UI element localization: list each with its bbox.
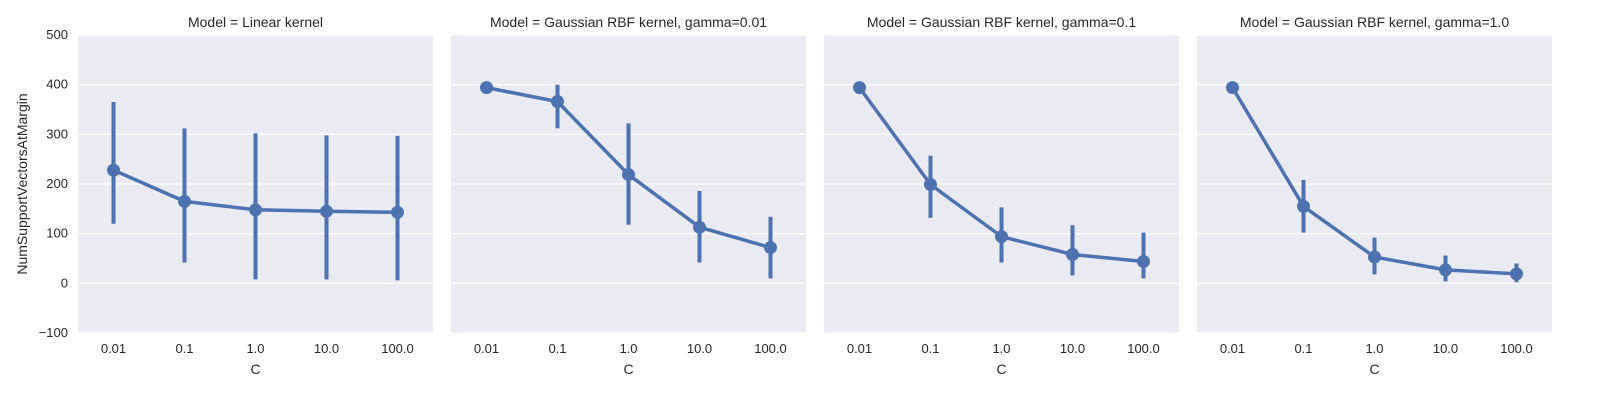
data-point <box>764 241 777 255</box>
x-axis-title: C <box>250 361 260 377</box>
x-tick-label: 100.0 <box>381 341 414 356</box>
x-tick-label: 0.01 <box>847 341 872 356</box>
x-tick-label: 0.01 <box>474 341 499 356</box>
x-tick-label: 100.0 <box>1127 341 1160 356</box>
data-point <box>924 177 937 191</box>
data-point <box>693 220 706 234</box>
data-point <box>1297 199 1310 213</box>
x-tick-label: 10.0 <box>314 341 339 356</box>
x-tick-label: 0.1 <box>921 341 939 356</box>
facet-panel-4: 0.01 0.1 1.0 10.0 100.0 C Model = Gaussian RBF… <box>1197 14 1552 377</box>
x-tick-label: 1.0 <box>1365 341 1383 356</box>
y-tick-label: 0 <box>61 275 68 290</box>
x-tick-label: 100.0 <box>754 341 787 356</box>
data-point <box>1066 248 1079 262</box>
data-point <box>249 203 262 217</box>
data-point <box>1137 254 1150 268</box>
x-tick-label: 10.0 <box>687 341 712 356</box>
x-tick-label: 100.0 <box>1500 341 1533 356</box>
x-tick-label: 0.01 <box>101 341 126 356</box>
y-tick-label: 200 <box>46 176 68 191</box>
x-axis-title: C <box>1369 361 1379 377</box>
x-tick-label: 1.0 <box>992 341 1010 356</box>
x-tick-label: 1.0 <box>246 341 264 356</box>
panel-title: Model = Gaussian RBF kernel, gamma=0.1 <box>867 14 1136 30</box>
data-point <box>622 168 635 182</box>
facet-panel-3: 0.01 0.1 1.0 10.0 100.0 C Model = Gaussian RBF… <box>824 14 1179 377</box>
data-point <box>853 81 866 95</box>
y-tick-label: −100 <box>39 325 68 340</box>
facet-panel-1: −100 0 100 200 300 400 500 NumSupportVectorsAtM… <box>14 14 433 377</box>
data-point <box>391 205 404 219</box>
data-point <box>1368 250 1381 264</box>
y-tick-label: 400 <box>46 77 68 92</box>
y-axis-title: NumSupportVectorsAtMargin <box>14 93 30 274</box>
panel-title: Model = Linear kernel <box>188 14 323 30</box>
data-point <box>1510 267 1523 281</box>
data-point <box>995 230 1008 244</box>
data-point <box>178 194 191 208</box>
x-tick-label: 10.0 <box>1433 341 1458 356</box>
y-tick-label: 500 <box>46 27 68 42</box>
x-tick-label: 0.1 <box>548 341 566 356</box>
x-axis-title: C <box>623 361 633 377</box>
data-point <box>1439 263 1452 277</box>
data-point <box>1226 81 1239 95</box>
x-tick-label: 0.01 <box>1220 341 1245 356</box>
data-point <box>107 163 120 177</box>
data-point <box>551 95 564 109</box>
panel-title: Model = Gaussian RBF kernel, gamma=1.0 <box>1240 14 1509 30</box>
y-tick-label: 100 <box>46 226 68 241</box>
data-point <box>320 204 333 218</box>
data-point <box>480 81 493 95</box>
x-tick-label: 1.0 <box>619 341 637 356</box>
y-tick-label: 300 <box>46 126 68 141</box>
panel-title: Model = Gaussian RBF kernel, gamma=0.01 <box>490 14 767 30</box>
facet-panel-2: 0.01 0.1 1.0 10.0 100.0 C Model = Gaussian RBF… <box>451 14 806 377</box>
x-tick-label: 10.0 <box>1060 341 1085 356</box>
x-tick-label: 0.1 <box>1294 341 1312 356</box>
x-axis-title: C <box>996 361 1006 377</box>
x-tick-label: 0.1 <box>175 341 193 356</box>
